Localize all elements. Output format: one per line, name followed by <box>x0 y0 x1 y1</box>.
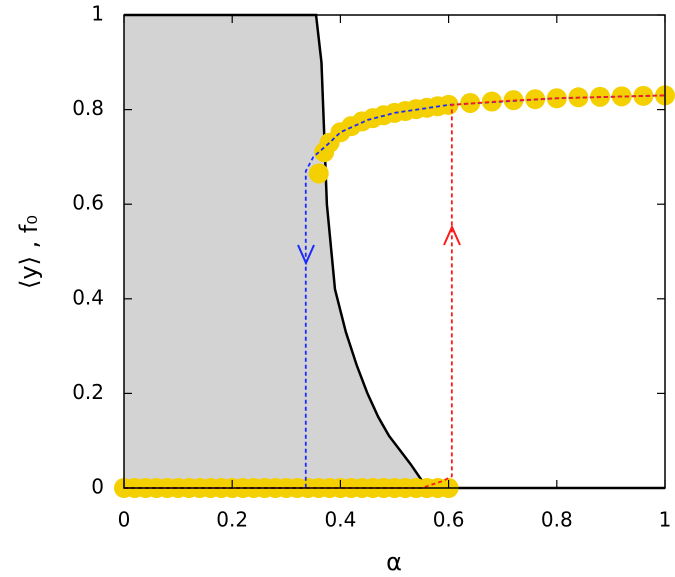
boundary-line <box>124 13 665 490</box>
filled-area <box>124 15 665 488</box>
data-point <box>460 92 481 113</box>
x-axis-label: α <box>386 548 402 576</box>
x-tick-label: 0.2 <box>216 508 248 532</box>
dashed-line <box>124 94 666 489</box>
x-tick-label: 0.8 <box>541 508 573 532</box>
plot-frame <box>123 14 666 489</box>
y-tick-label: 0.8 <box>72 96 104 120</box>
y-tick-label: 1 <box>91 2 104 26</box>
y-tick-label: 0.6 <box>72 191 104 215</box>
plot-area <box>114 13 675 498</box>
data-point <box>308 163 329 184</box>
x-tick-label: 0.6 <box>433 508 465 532</box>
x-tick-label: 0.4 <box>324 508 356 532</box>
x-tick-label: 1 <box>659 508 672 532</box>
data-point <box>633 85 654 106</box>
x-tick-label: 0 <box>118 508 131 532</box>
y-axis-label: ⟨y⟩ , f₀ <box>15 215 43 289</box>
dashed-line <box>124 94 666 489</box>
data-point <box>438 94 459 115</box>
y-tick-label: 0 <box>91 475 104 499</box>
y-tick-label: 0.2 <box>72 380 104 404</box>
arrow-down <box>297 244 315 266</box>
arrow-up <box>443 224 461 246</box>
y-tick-label: 0.4 <box>72 285 104 309</box>
